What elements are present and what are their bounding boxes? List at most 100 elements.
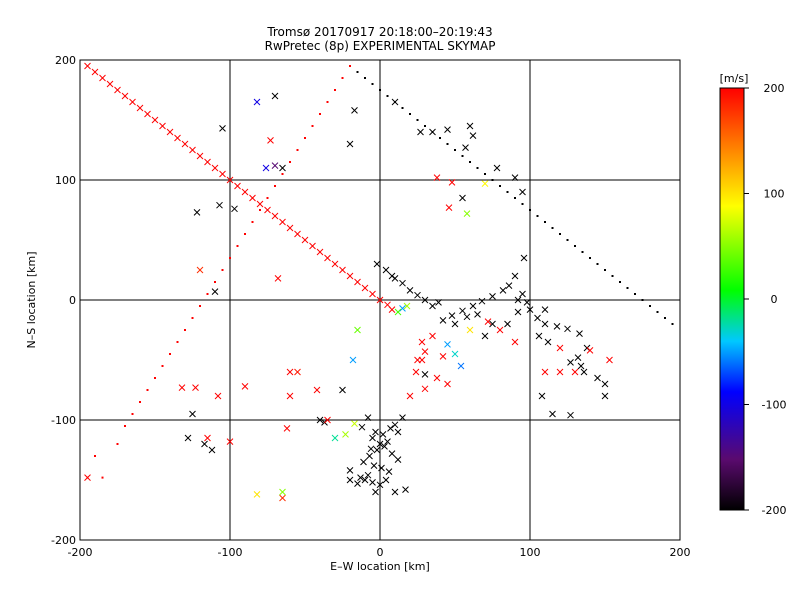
scatter-cross <box>391 488 399 496</box>
x-tick-label: -200 <box>68 546 93 559</box>
scatter-cross <box>226 176 234 184</box>
scatter-cross <box>463 313 471 321</box>
scatter-cross <box>286 224 294 232</box>
scatter-dot <box>349 65 351 67</box>
scatter-cross <box>294 368 301 376</box>
scatter-cross <box>279 488 286 496</box>
scatter-cross <box>466 326 474 334</box>
scatter-points <box>84 62 674 502</box>
scatter-cross <box>421 296 429 304</box>
scatter-cross <box>382 266 390 274</box>
scatter-cross <box>523 299 531 306</box>
scatter-cross <box>444 341 451 348</box>
x-tick-label: -100 <box>218 546 243 559</box>
scatter-dot <box>461 155 464 157</box>
scatter-cross <box>448 312 456 319</box>
scatter-cross <box>489 293 496 300</box>
scatter-cross <box>373 260 381 268</box>
scatter-cross <box>267 137 274 144</box>
scatter-cross <box>541 306 549 313</box>
scatter-cross <box>346 140 354 148</box>
scatter-cross <box>279 164 286 172</box>
scatter-cross <box>538 392 546 400</box>
scatter-cross <box>462 144 469 151</box>
scatter-dot <box>559 233 561 235</box>
scatter-cross <box>271 92 279 100</box>
y-axis: -200 -100 0 100 200 <box>51 54 680 547</box>
scatter-dot <box>529 209 531 211</box>
scatter-cross <box>241 188 249 196</box>
scatter-dot <box>611 275 614 277</box>
colorbar <box>719 87 745 511</box>
scatter-cross <box>567 411 574 419</box>
scatter-dot <box>199 305 201 307</box>
scatter-dot <box>191 317 194 319</box>
scatter-cross <box>505 282 513 289</box>
scatter-cross <box>499 287 507 294</box>
scatter-cross <box>324 416 331 424</box>
scatter-cross <box>129 98 136 106</box>
scatter-cross <box>394 456 402 463</box>
scatter-cross <box>576 330 583 337</box>
scatter-cross <box>283 425 291 432</box>
scatter-cross <box>421 348 429 355</box>
scatter-cross <box>406 287 414 294</box>
scatter-cross <box>226 438 234 445</box>
scatter-cross <box>309 242 316 250</box>
scatter-cross <box>553 323 561 330</box>
scatter-dot <box>206 293 209 295</box>
scatter-cross <box>388 272 396 280</box>
y-tick-label: 100 <box>55 174 76 187</box>
chart-subtitle: RwPretec (8p) EXPERIMENTAL SKYMAP <box>265 39 496 53</box>
scatter-dot <box>491 179 494 181</box>
scatter-dot <box>439 137 441 139</box>
scatter-cross <box>201 440 208 448</box>
scatter-cross <box>339 266 346 274</box>
scatter-dot <box>281 173 284 175</box>
scatter-dot <box>619 281 621 283</box>
scatter-dot <box>544 221 546 223</box>
scatter-cross <box>214 392 222 400</box>
scatter-dot <box>626 287 629 289</box>
scatter-dot <box>139 401 141 403</box>
x-tick-label: 100 <box>520 546 541 559</box>
scatter-cross <box>174 134 181 142</box>
y-tick-label: 0 <box>69 294 76 307</box>
scatter-cross <box>99 74 106 82</box>
scatter-cross <box>394 308 402 316</box>
scatter-cross <box>351 420 358 427</box>
scatter-dot <box>566 239 569 241</box>
scatter-cross <box>136 104 144 112</box>
scatter-cross <box>219 170 226 178</box>
scatter-cross <box>399 414 406 421</box>
scatter-cross <box>601 392 609 400</box>
scatter-dot <box>161 365 164 367</box>
scatter-cross <box>231 205 238 213</box>
scatter-cross <box>439 353 447 360</box>
y-axis-title: N–S location [km] <box>25 251 38 348</box>
scatter-cross <box>459 307 466 315</box>
scatter-cross <box>211 288 219 295</box>
scatter-cross <box>364 471 372 479</box>
scatter-cross <box>463 210 471 217</box>
scatter-dot <box>431 131 434 133</box>
scatter-cross <box>469 302 477 310</box>
scatter-cross <box>189 146 196 154</box>
scatter-cross <box>234 182 241 190</box>
scatter-cross <box>271 212 279 220</box>
scatter-cross <box>379 431 387 438</box>
scatter-cross <box>541 320 549 328</box>
scatter-cross <box>211 164 219 172</box>
scatter-dot <box>401 107 404 109</box>
scatter-cross <box>256 200 264 208</box>
scatter-cross <box>286 392 294 400</box>
scatter-cross <box>189 410 196 418</box>
scatter-cross <box>253 98 261 106</box>
scatter-dot <box>506 191 509 193</box>
scatter-cross <box>459 194 466 202</box>
scatter-cross <box>159 122 166 130</box>
scatter-cross <box>196 152 204 160</box>
scatter-cross <box>421 385 429 393</box>
scatter-dot <box>379 89 381 91</box>
scatter-cross <box>544 338 552 346</box>
